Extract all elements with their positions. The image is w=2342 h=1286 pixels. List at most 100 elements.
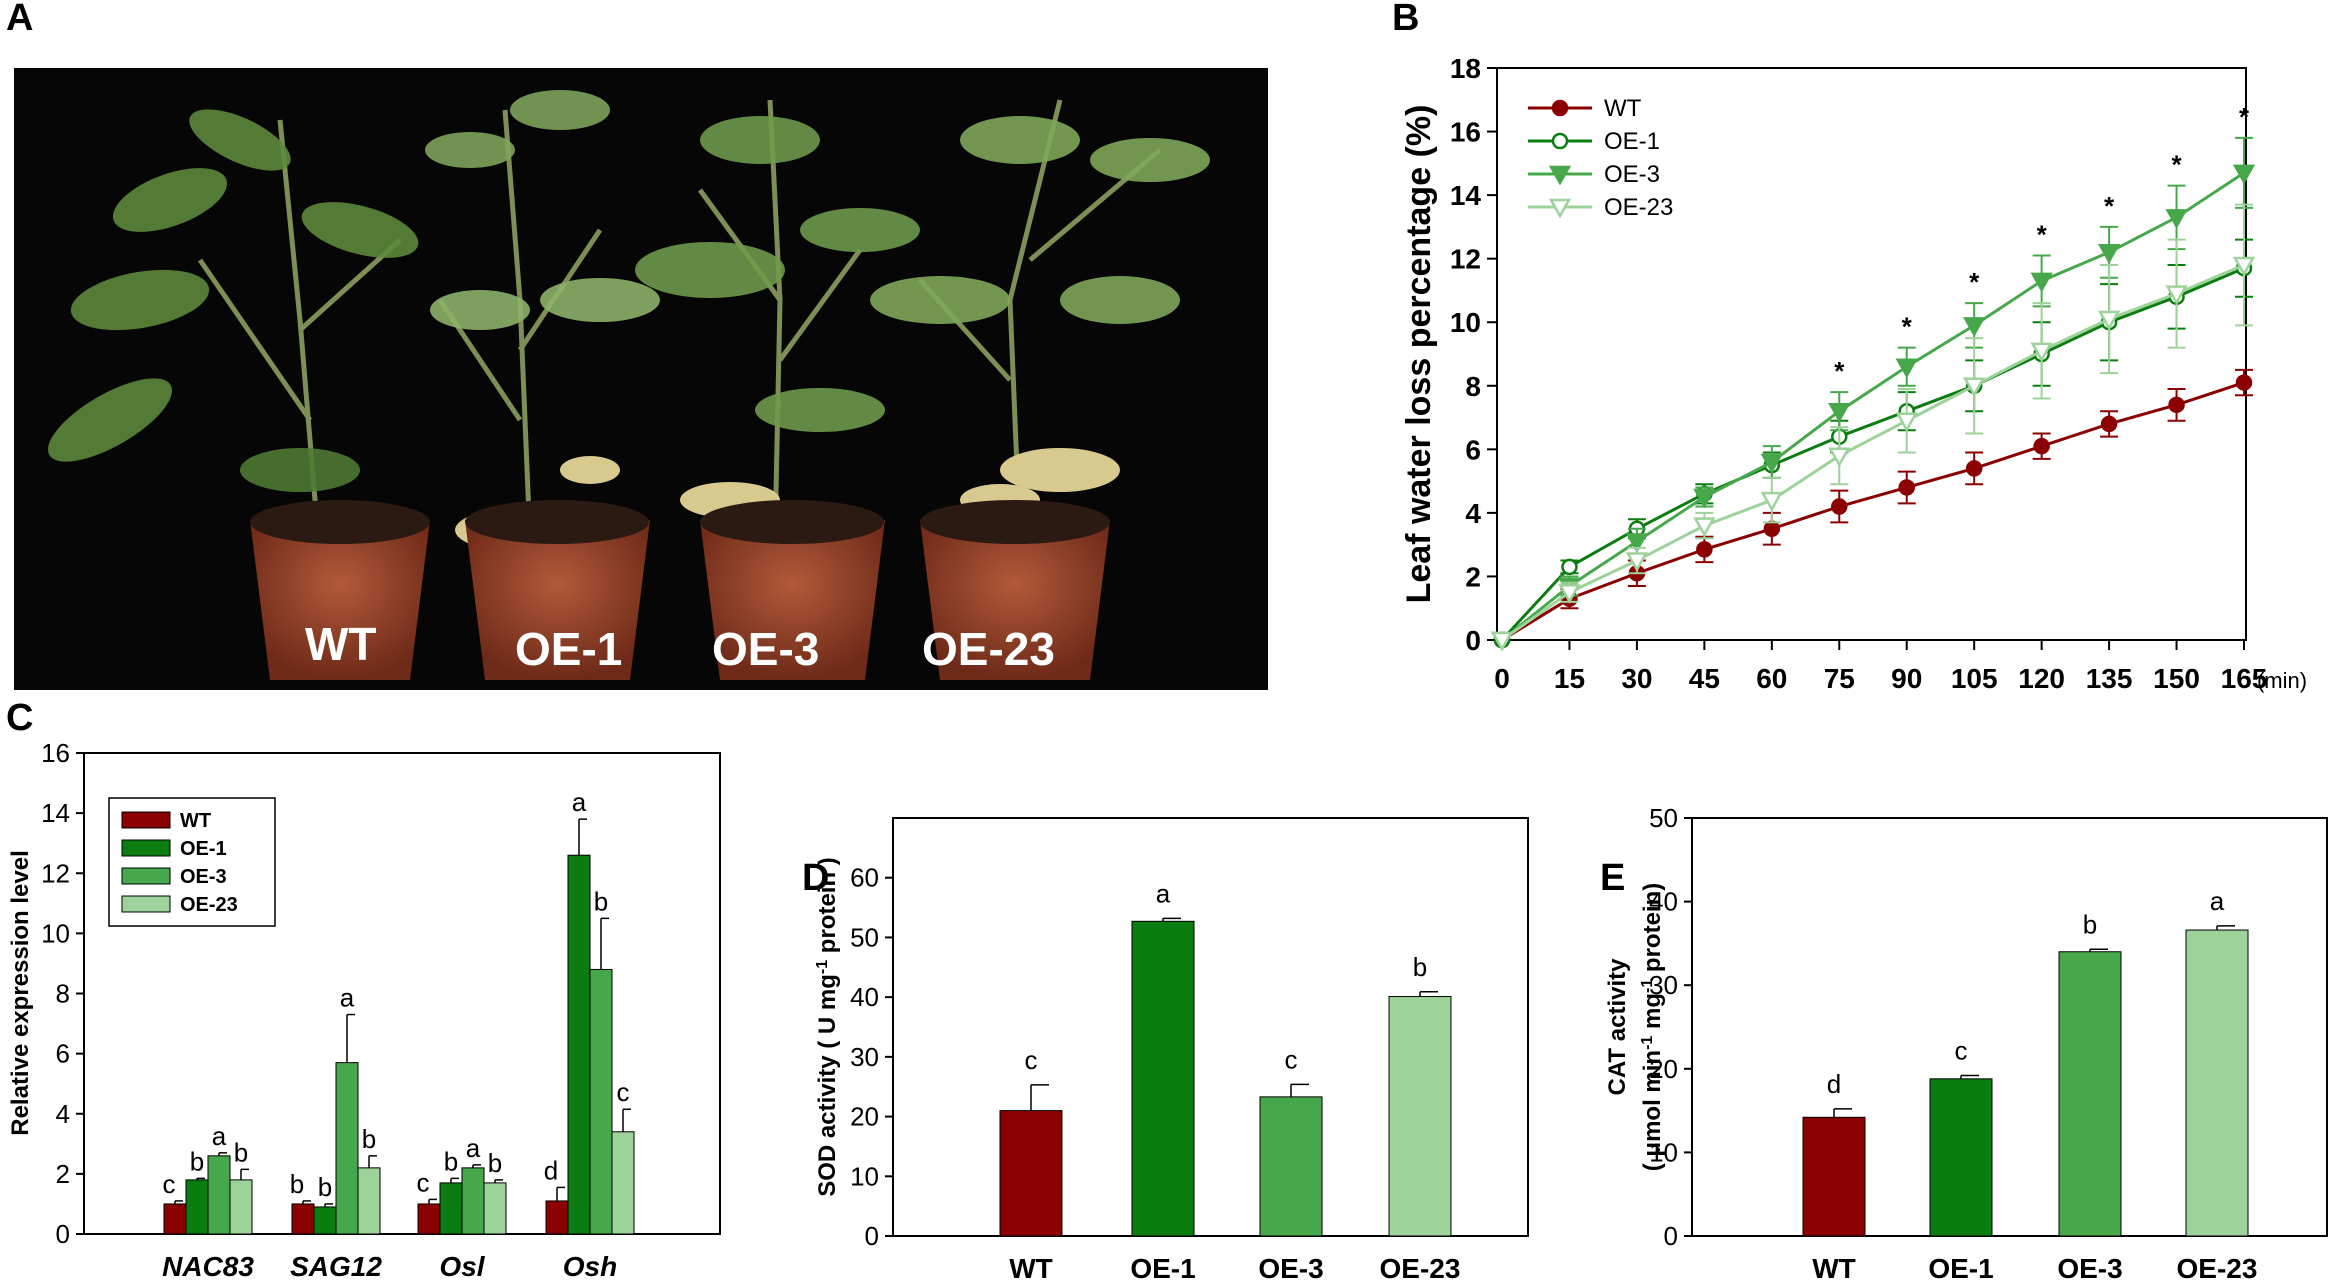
- chart-c-bar: [545, 1200, 569, 1235]
- chart-c-legend-label: OE-3: [180, 866, 227, 888]
- chart-b-ytick-label: 4: [1465, 498, 1481, 529]
- chart-b-point: [1696, 541, 1713, 558]
- chart-d-xtick-label: OE-1: [1130, 1253, 1195, 1284]
- chart-e-ylabel-part-c: protein): [1639, 883, 1666, 979]
- chart-b-significance-star: *: [2037, 219, 2048, 249]
- chart-c-bar: [335, 1062, 359, 1235]
- chart-b-significance-star: *: [1834, 356, 1845, 386]
- chart-e-xtick-label: OE-3: [2057, 1253, 2122, 1284]
- chart-d-yaxis: 0 10 20 30 40 50 60: [850, 863, 893, 1251]
- chart-c-legend-label: OE-23: [180, 894, 238, 916]
- chart-b-significance-star: *: [1902, 312, 1913, 342]
- leaves: [47, 90, 1210, 492]
- chart-b-ytick-label: 18: [1450, 53, 1481, 84]
- chart-b-significance-star: *: [1969, 267, 1980, 297]
- chart-b-ytick-label: 14: [1450, 180, 1482, 211]
- chart-b-legend-label: WT: [1604, 95, 1642, 122]
- chart-b-point: [1561, 558, 1578, 576]
- chart-b-line-wt: [1501, 381, 2245, 642]
- chart-c-letter: b: [290, 1169, 304, 1199]
- chart-e-bar: [1802, 1116, 1866, 1237]
- chart-b-point: [1625, 552, 1649, 573]
- chart-b-legend-marker: [1548, 198, 1572, 219]
- chart-d-ytick-label: 20: [850, 1102, 879, 1132]
- chart-c-letter: c: [617, 1077, 630, 1107]
- chart-b-xaxis: 0 15 30 45 60 75 90 105 120 135 150 165: [1494, 640, 2267, 694]
- chart-b-xtick-label: 15: [1554, 663, 1585, 694]
- chart-e-yaxis: 0 10 20 30 40 50: [1649, 803, 1692, 1251]
- chart-e-ytick-label: 20: [1649, 1054, 1678, 1084]
- chart-b-legend-marker: [1551, 132, 1569, 150]
- chart-b-point: [1895, 358, 1918, 379]
- chart-d-bar: [1131, 920, 1195, 1237]
- chart-b-legend-marker: [1548, 165, 1572, 186]
- chart-b-point: [2030, 342, 2053, 363]
- chart-e-letter: a: [2210, 886, 2225, 916]
- chart-e-letter: c: [1955, 1035, 1968, 1065]
- chart-e-ytick-label: 40: [1649, 887, 1678, 917]
- chart-e-xaxis: WT OE-1 OE-3 OE-23: [1812, 1253, 2257, 1284]
- chart-b-point: [1490, 631, 1514, 652]
- chart-b-point: [2165, 209, 2188, 229]
- chart-e-bar: [1929, 1078, 1993, 1237]
- chart-b-point: [1831, 498, 1848, 515]
- chart-b-point: [1965, 460, 1983, 477]
- chart-b-series-oe-1: [1493, 238, 2253, 649]
- chart-c-bar: [567, 854, 591, 1235]
- chart-e-ylabel-part-b: mg: [1639, 993, 1666, 1036]
- chart-c-bar: [291, 1203, 315, 1235]
- chart-c-letter: b: [444, 1146, 458, 1176]
- chart-b-legend-marker: [1551, 99, 1569, 117]
- chart-b-ytick-label: 6: [1465, 434, 1481, 465]
- chart-e-bar: [2058, 951, 2122, 1237]
- chart-b-series: [1490, 136, 2256, 652]
- chart-d-letter: c: [1285, 1044, 1298, 1074]
- chart-b-yaxis: 0 2 4 6 8 10 12 14 16 18: [1450, 53, 1497, 656]
- chart-d-xtick-label: OE-23: [1380, 1253, 1461, 1284]
- chart-d-ylabel-tail: protein ): [814, 857, 841, 960]
- chart-c-ytick-label: 0: [56, 1219, 70, 1249]
- chart-b-significance: * * * * * * *: [1834, 102, 2250, 386]
- chart-d-ytick-label: 60: [850, 863, 879, 893]
- chart-b-point: [1558, 584, 1581, 604]
- chart-e-ylabel-sup2: -1: [1639, 979, 1656, 993]
- chart-c-letter: b: [234, 1137, 248, 1167]
- chart-b-xtick-label: 165: [2221, 663, 2268, 694]
- plant-photo: WT OE-1 OE-3 OE-23: [14, 68, 1268, 690]
- chart-c-xtick-label: Osh: [563, 1251, 617, 1282]
- chart-e-frame: [1691, 817, 2328, 1237]
- photo-label-oe23: OE-23: [922, 623, 1055, 675]
- chart-b-ytick-label: 12: [1450, 244, 1481, 275]
- chart-b-significance-star: *: [2171, 150, 2182, 180]
- photo-label-oe3: OE-3: [712, 623, 819, 675]
- chart-d-ytick-label: 30: [850, 1042, 879, 1072]
- chart-c-legend-label: OE-1: [180, 838, 227, 860]
- chart-b-ytick-label: 0: [1465, 625, 1481, 656]
- chart-b-xunit: (min): [2257, 668, 2307, 693]
- chart-c-xtick-label: NAC83: [162, 1251, 254, 1282]
- chart-b-point: [2030, 272, 2053, 293]
- chart-d-ytick-label: 10: [850, 1161, 879, 1191]
- chart-b-point: [1898, 479, 1915, 496]
- chart-c-bar: [313, 1206, 337, 1235]
- chart-c-letter: b: [594, 886, 608, 916]
- chart-c-letter: a: [466, 1133, 481, 1163]
- chart-e-bar: [2185, 929, 2249, 1237]
- chart-c-ytick-label: 12: [41, 858, 70, 888]
- chart-b-ytick-label: 10: [1450, 307, 1481, 338]
- chart-b-point: [1693, 517, 1716, 538]
- panel-letter-d: D: [802, 857, 829, 899]
- chart-c-bar: [185, 1179, 209, 1235]
- chart-b-legend: WT OE-1 OE-3 OE-23: [1528, 95, 1673, 221]
- chart-b-xtick-label: 90: [1891, 663, 1922, 694]
- chart-d-xtick-label: WT: [1009, 1253, 1053, 1284]
- chart-c-letter: b: [318, 1172, 332, 1202]
- chart-b-point: [1895, 412, 1918, 433]
- chart-b-point: [1760, 491, 1783, 512]
- chart-c-bar: [417, 1203, 441, 1235]
- chart-c-xaxis: NAC83 SAG12 Osl Osh: [162, 1251, 617, 1282]
- chart-c-letter: a: [212, 1121, 227, 1151]
- chart-e-ylabel-line2: ( μmol min-1 mg-1 protein): [1639, 883, 1667, 1172]
- chart-b-water-loss: Leaf water loss percentage (%) (min) 0 2 4…: [1400, 53, 2307, 694]
